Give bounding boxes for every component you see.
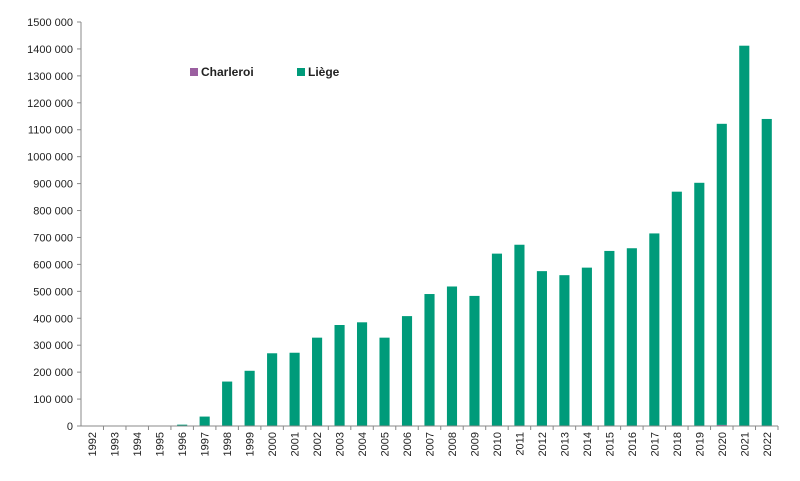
- y-tick-label: 1100 000: [28, 125, 73, 137]
- x-tick-label: 2001: [290, 432, 302, 456]
- y-tick-label: 0: [67, 421, 73, 433]
- x-tick-label: 2015: [604, 432, 616, 456]
- x-tick-label: 2003: [335, 432, 347, 456]
- x-tick-label: 2013: [559, 432, 571, 456]
- bar-li-ge-2000: [267, 353, 278, 426]
- y-tick-label: 800 000: [33, 206, 73, 218]
- y-tick-label: 200 000: [33, 367, 73, 379]
- y-tick-label: 1500 000: [27, 17, 73, 29]
- x-tick-label: 2018: [672, 432, 684, 456]
- bar-li-ge-2012: [536, 271, 547, 426]
- legend-item-charleroi: Charleroi: [190, 65, 254, 79]
- bar-li-ge-1999: [244, 370, 255, 426]
- bar-li-ge-2018: [671, 191, 682, 426]
- x-tick-label: 1994: [132, 432, 144, 456]
- y-axis-ticks: [77, 21, 81, 427]
- y-axis-tick-labels: 0 100 000 200 000 300 000 400 000 500 000 600 …: [27, 17, 73, 433]
- y-tick-label: 1400 000: [27, 44, 73, 56]
- y-tick-label: 700 000: [33, 232, 73, 244]
- y-tick-label: 1300 000: [27, 71, 73, 83]
- bar-li-ge-2021: [739, 45, 750, 427]
- x-tick-label: 1992: [87, 432, 99, 456]
- bar-li-ge-2013: [559, 275, 570, 426]
- bar-li-ge-2017: [649, 233, 660, 426]
- x-tick-label: 1993: [110, 432, 122, 456]
- x-axis-tick-labels: 1992 1993 1994 1995 1996 1997 1998 1999 2000 2001…: [87, 426, 779, 456]
- x-tick-label: 2011: [514, 432, 526, 456]
- x-tick-label: 2020: [717, 432, 729, 456]
- bar-li-ge-2004: [356, 322, 368, 426]
- x-tick-label: 2012: [537, 432, 549, 456]
- legend-swatch-liege: [297, 68, 305, 76]
- bar-li-ge-2016: [626, 248, 637, 426]
- bar-li-ge-2015: [604, 250, 615, 426]
- bar-charleroi-2020: [716, 424, 727, 426]
- y-tick-label: 100 000: [33, 394, 73, 406]
- x-tick-label: 1996: [177, 432, 189, 456]
- legend-item-liege: Liège: [297, 65, 340, 79]
- x-tick-label: 2002: [312, 432, 324, 456]
- x-tick-label: 1997: [200, 432, 212, 456]
- bar-li-ge-2010: [491, 253, 503, 426]
- x-tick-label: 2016: [627, 432, 639, 456]
- x-tick-label: 2006: [402, 432, 414, 456]
- legend-label-charleroi: Charleroi: [201, 65, 254, 79]
- bar-li-ge-2008: [446, 286, 458, 426]
- x-tick-label: 2000: [267, 432, 279, 456]
- x-tick-label: 2005: [380, 432, 392, 456]
- bar-li-ge-2005: [379, 337, 390, 426]
- bar-li-ge-2006: [401, 316, 413, 426]
- y-tick-label: 600 000: [33, 259, 73, 271]
- x-tick-label: 1999: [245, 432, 257, 456]
- bar-li-ge-2009: [469, 295, 480, 426]
- bar-li-ge-2007: [424, 294, 435, 426]
- bar-li-ge-2022: [761, 118, 772, 427]
- x-tick-label: 1998: [222, 432, 234, 456]
- bars-group: [177, 45, 772, 427]
- legend-swatch-charleroi: [190, 68, 198, 76]
- y-tick-label: 300 000: [33, 340, 73, 352]
- bar-li-ge-1996: [177, 424, 188, 426]
- x-tick-label: 2021: [739, 432, 751, 456]
- bar-li-ge-2002: [312, 337, 323, 426]
- y-tick-label: 1000 000: [27, 152, 73, 164]
- x-tick-label: 1995: [155, 432, 167, 456]
- y-tick-label: 1200 000: [27, 98, 73, 110]
- x-tick-label: 2008: [447, 432, 459, 456]
- bar-li-ge-2014: [581, 267, 592, 426]
- x-tick-label: 2019: [694, 432, 706, 456]
- y-tick-label: 400 000: [33, 313, 73, 325]
- x-tick-label: 2022: [762, 432, 774, 456]
- bar-li-ge-1997: [199, 416, 210, 426]
- bar-li-ge-2003: [334, 325, 345, 426]
- x-tick-label: 2004: [357, 432, 369, 456]
- x-tick-label: 2014: [582, 432, 594, 456]
- legend: Charleroi Liège: [190, 65, 340, 79]
- bar-li-ge-2011: [514, 244, 525, 426]
- x-tick-label: 2010: [492, 432, 504, 456]
- y-tick-label: 900 000: [33, 179, 73, 191]
- bar-li-ge-1998: [222, 381, 233, 426]
- bar-li-ge-2019: [694, 182, 705, 426]
- x-tick-label: 2017: [649, 432, 661, 456]
- legend-label-liege: Liège: [308, 65, 340, 79]
- bar-li-ge-2001: [289, 352, 300, 426]
- y-tick-label: 500 000: [33, 286, 73, 298]
- x-tick-label: 2009: [469, 432, 481, 456]
- bar-li-ge-2020: [716, 123, 727, 425]
- x-tick-label: 2007: [425, 432, 437, 456]
